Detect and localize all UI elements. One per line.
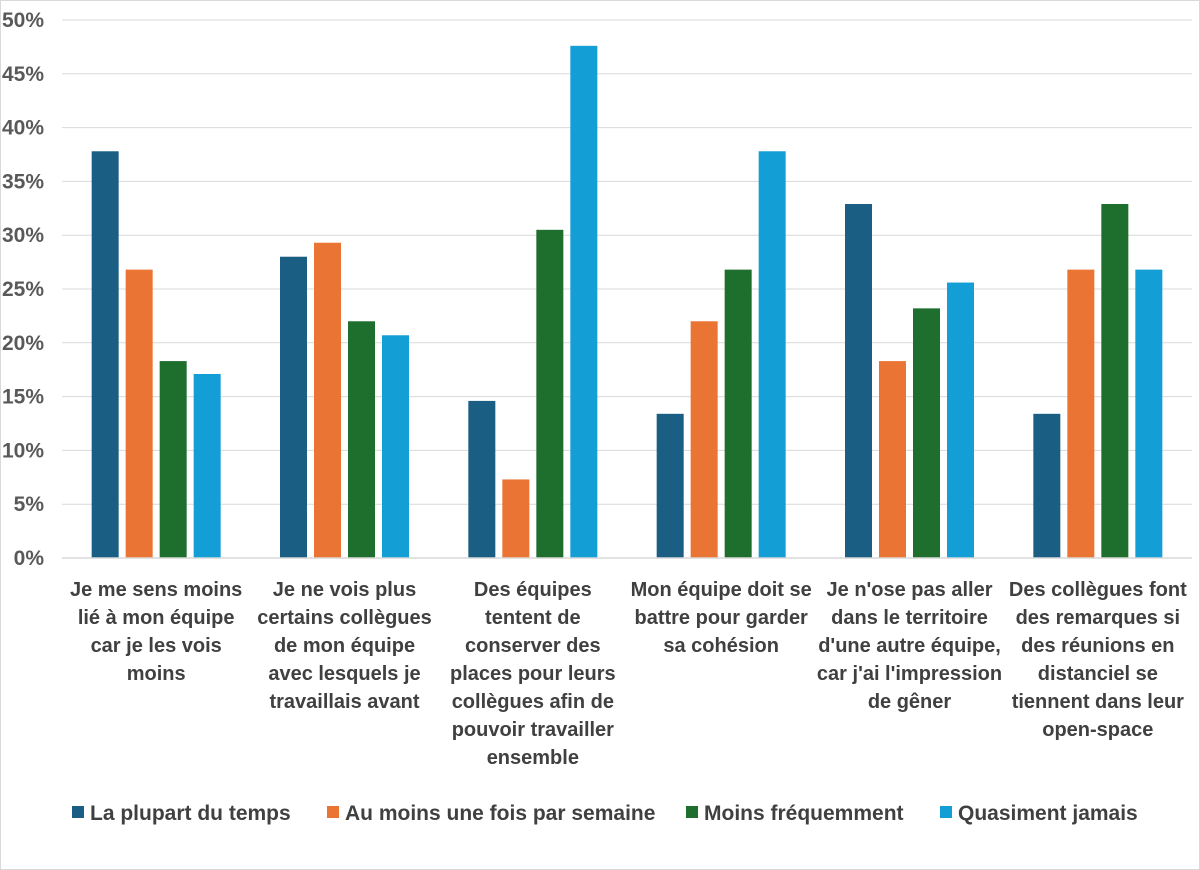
- y-tick-label: 45%: [2, 63, 44, 86]
- bar: [879, 361, 906, 558]
- y-tick-label: 40%: [2, 117, 44, 140]
- bar: [656, 413, 684, 558]
- bar: [159, 361, 187, 558]
- y-tick-label: 20%: [2, 332, 44, 355]
- y-tick-label: 0%: [14, 547, 45, 570]
- gridlines: [62, 19, 1192, 505]
- legend-swatch: [327, 806, 339, 818]
- x-category-label: Des collègues font des remarques si des ré…: [1009, 579, 1187, 741]
- x-category-label: Je me sens moins lié à mon équipe car je l…: [70, 579, 242, 685]
- bar: [690, 321, 718, 558]
- bar: [91, 151, 119, 558]
- legend-label: La plupart du temps: [90, 802, 291, 825]
- y-tick-label: 15%: [2, 386, 44, 409]
- x-category-label: Mon équipe doit se battre pour garder sa c…: [631, 579, 812, 657]
- x-axis-category-labels: Je me sens moins lié à mon équipe car je l…: [70, 579, 1187, 769]
- y-axis-ticks: 0% 5% 10% 15% 20% 25% 30% 35% 40% 45% 50%: [2, 9, 44, 570]
- bar: [125, 269, 153, 558]
- y-tick-label: 30%: [2, 224, 44, 247]
- bar: [1135, 269, 1163, 558]
- y-tick-label: 25%: [2, 278, 44, 301]
- x-category-label: Je ne vois plus certains collègues de mon …: [257, 579, 432, 713]
- legend-swatch: [940, 806, 952, 818]
- y-tick-label: 5%: [14, 493, 45, 516]
- bar: [1101, 203, 1129, 558]
- bar: [845, 203, 872, 558]
- legend-swatch: [686, 806, 698, 818]
- bar: [314, 242, 341, 558]
- x-category-label: Je n'ose pas aller dans le territoire d'un…: [817, 579, 1002, 713]
- bar: [570, 45, 598, 559]
- bar: [193, 374, 221, 558]
- legend-label: Quasiment jamais: [958, 802, 1138, 825]
- bar: [536, 229, 564, 558]
- x-category-label: Des équipes tentent de conserver des places…: [450, 579, 616, 769]
- bar: [280, 256, 307, 558]
- legend-label: Moins fréquemment: [704, 802, 904, 825]
- bar: [468, 400, 496, 558]
- y-tick-label: 50%: [2, 9, 44, 32]
- legend-swatch: [72, 806, 84, 818]
- legend: La plupart du temps Au moins une fois par…: [72, 802, 1138, 825]
- bar: [1067, 269, 1095, 558]
- legend-label: Au moins une fois par semaine: [345, 802, 655, 825]
- bar: [1033, 413, 1061, 558]
- bar: [947, 282, 974, 558]
- bar: [348, 321, 375, 558]
- bar: [724, 269, 752, 558]
- y-tick-label: 10%: [2, 439, 44, 462]
- bar: [382, 335, 409, 558]
- bars: [91, 45, 1163, 559]
- bar: [758, 151, 786, 558]
- bar: [913, 308, 940, 558]
- bar: [502, 479, 530, 558]
- y-tick-label: 35%: [2, 170, 44, 193]
